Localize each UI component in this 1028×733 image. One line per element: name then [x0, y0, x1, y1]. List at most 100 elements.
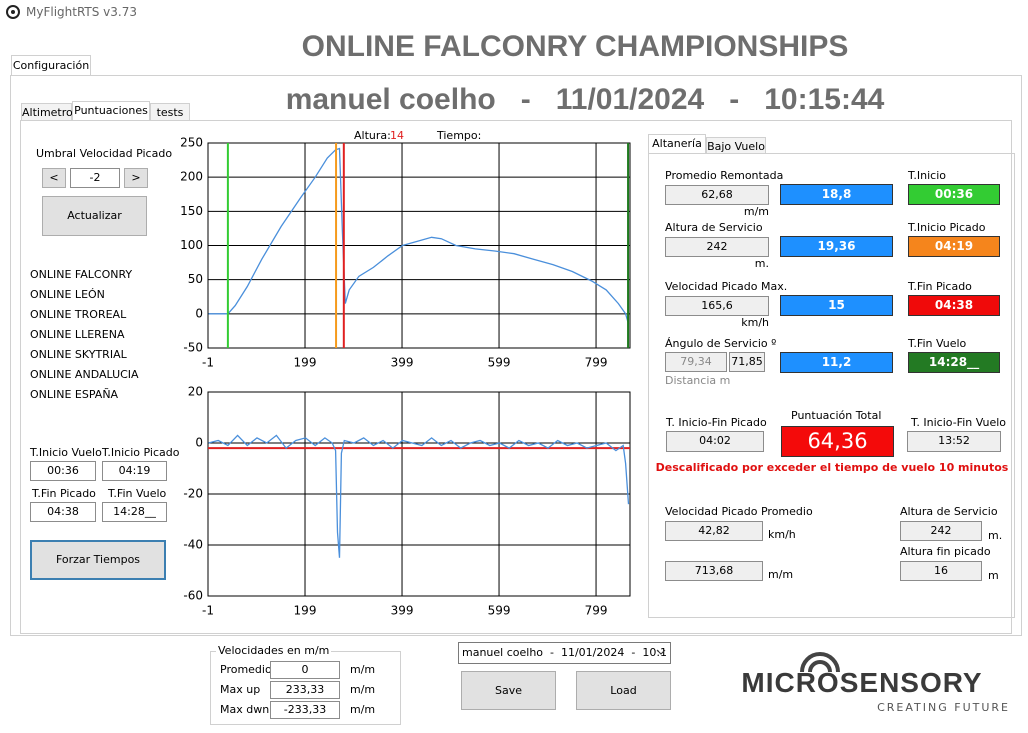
- value-box: 04:02: [666, 431, 764, 452]
- x-tick-label: 199: [294, 356, 317, 370]
- time-label: T.Fin Picado: [32, 487, 96, 500]
- x-tick-label: 399: [391, 604, 414, 618]
- label: T.Fin Vuelo: [908, 337, 967, 350]
- value-box: 165,6: [665, 296, 769, 316]
- x-tick-label: -1: [202, 356, 214, 370]
- y-tick-label: 50: [188, 272, 203, 286]
- time-box: 14:28__: [908, 352, 1000, 373]
- increment-button[interactable]: >: [124, 168, 148, 188]
- readout-label: Altura:: [354, 129, 391, 142]
- competition-item[interactable]: ONLINE TROREAL: [30, 308, 127, 321]
- score-box: 18,8: [780, 184, 893, 205]
- y-tick-label: 20: [188, 385, 203, 399]
- tab[interactable]: Altanería: [648, 134, 706, 154]
- y-tick-label: 200: [180, 170, 203, 184]
- value-box: 16: [900, 561, 982, 581]
- data-line: [208, 147, 630, 325]
- main-frame: [10, 75, 1022, 636]
- force-times-button[interactable]: Forzar Tiempos: [30, 540, 166, 580]
- label: Velocidad Picado Max.: [665, 280, 788, 293]
- x-tick-label: 799: [585, 356, 608, 370]
- value-box: 42,82: [665, 521, 763, 541]
- tab-panel: [20, 120, 1012, 634]
- value-box: 233,33: [270, 681, 340, 699]
- app-title: MyFlightRTS v3.73: [26, 5, 137, 19]
- competition-item[interactable]: ONLINE SKYTRIAL: [30, 348, 127, 361]
- competition-item[interactable]: ONLINE ANDALUCIA: [30, 368, 139, 381]
- competition-item[interactable]: ONLINE LLERENA: [30, 328, 125, 341]
- save-button[interactable]: Save: [461, 671, 556, 710]
- warning: Descalificado por exceder el tiempo de v…: [655, 461, 1009, 474]
- load-button[interactable]: Load: [576, 671, 671, 710]
- value-box: 0: [270, 661, 340, 679]
- score-box: 19,36: [780, 236, 893, 257]
- data-line: [208, 434, 630, 558]
- time-box[interactable]: 00:36: [30, 461, 96, 481]
- app-icon: [6, 5, 20, 19]
- unit: m/m: [350, 683, 376, 696]
- readout-value: 14: [390, 129, 404, 142]
- label: T. Inicio-Fin Picado: [666, 416, 767, 429]
- y-tick-label: -60: [183, 589, 203, 603]
- value-box: 713,68: [665, 561, 763, 581]
- y-tick-label: -40: [183, 538, 203, 552]
- x-tick-label: -1: [202, 604, 214, 618]
- tab[interactable]: Puntuaciones: [72, 101, 150, 121]
- decrement-button[interactable]: <: [42, 168, 66, 188]
- unit: km/h: [768, 528, 796, 541]
- tab[interactable]: tests: [150, 103, 190, 121]
- y-tick-label: -20: [183, 487, 203, 501]
- x-tick-label: 799: [585, 604, 608, 618]
- value-box: 242: [900, 521, 982, 541]
- competition-item[interactable]: ONLINE ESPAÑA: [30, 388, 119, 401]
- score-box: 15: [780, 295, 893, 316]
- label: Ángulo de Servicio º: [665, 337, 777, 350]
- logo-signal: [800, 652, 840, 673]
- unit: m/m: [350, 703, 376, 716]
- main-title: ONLINE FALCONRY CHAMPIONSHIPS: [301, 30, 849, 63]
- unit: m/m: [350, 663, 376, 676]
- y-tick-label: 150: [180, 204, 203, 218]
- score-box: 11,2: [780, 352, 893, 373]
- label: T.Inicio: [908, 169, 947, 182]
- time-box[interactable]: 04:38: [30, 502, 96, 522]
- label: Max dwn: [220, 703, 270, 716]
- unit: m: [988, 569, 999, 582]
- label: T. Inicio-Fin Vuelo: [911, 416, 1007, 429]
- session-select[interactable]: manuel coelho - 11/01/2024 - 10:1: [458, 642, 671, 664]
- label: Max up: [220, 683, 261, 696]
- x-tick-label: 199: [294, 604, 317, 618]
- time-label: T.Inicio Picado: [102, 446, 180, 459]
- unit: m/m: [743, 205, 769, 218]
- label: Promedio: [220, 663, 272, 676]
- tab[interactable]: Bajo Vuelo: [706, 137, 766, 154]
- update-button[interactable]: Actualizar: [42, 196, 147, 236]
- time-box[interactable]: 04:19: [102, 461, 167, 481]
- value-box: 71,85: [729, 352, 765, 372]
- time-box: 04:19: [908, 236, 1000, 257]
- time-box[interactable]: 14:28__: [102, 502, 167, 522]
- label: Velocidad Picado Promedio: [665, 505, 813, 518]
- unit: m/m: [768, 568, 794, 581]
- dropdown-arrow: [656, 649, 666, 655]
- value-box: 79,34: [665, 352, 727, 372]
- unit: Distancia m: [665, 374, 731, 387]
- subtitle: manuel coelho - 11/01/2024 - 10:15:44: [285, 83, 885, 116]
- time-label: T.Inicio Vuelo: [30, 446, 102, 459]
- time-label: T.Fin Vuelo: [108, 487, 167, 500]
- threshold-input[interactable]: -2: [70, 168, 120, 188]
- time-box: 00:36: [908, 184, 1000, 205]
- label: Altura de Servicio: [665, 221, 763, 234]
- logo-name: MICROSENSORY: [741, 667, 983, 698]
- config-tab[interactable]: Configuración: [11, 55, 91, 76]
- label: Altura fin picado: [900, 545, 991, 558]
- value-box: 242: [665, 237, 769, 257]
- competition-item[interactable]: ONLINE FALCONRY: [30, 268, 133, 281]
- logo-tagline: CREATING FUTURE: [877, 701, 1010, 714]
- competition-item[interactable]: ONLINE LEÓN: [30, 288, 105, 301]
- tab[interactable]: Altimetro: [21, 103, 73, 121]
- x-tick-label: 399: [391, 356, 414, 370]
- time-box: 04:38: [908, 295, 1000, 316]
